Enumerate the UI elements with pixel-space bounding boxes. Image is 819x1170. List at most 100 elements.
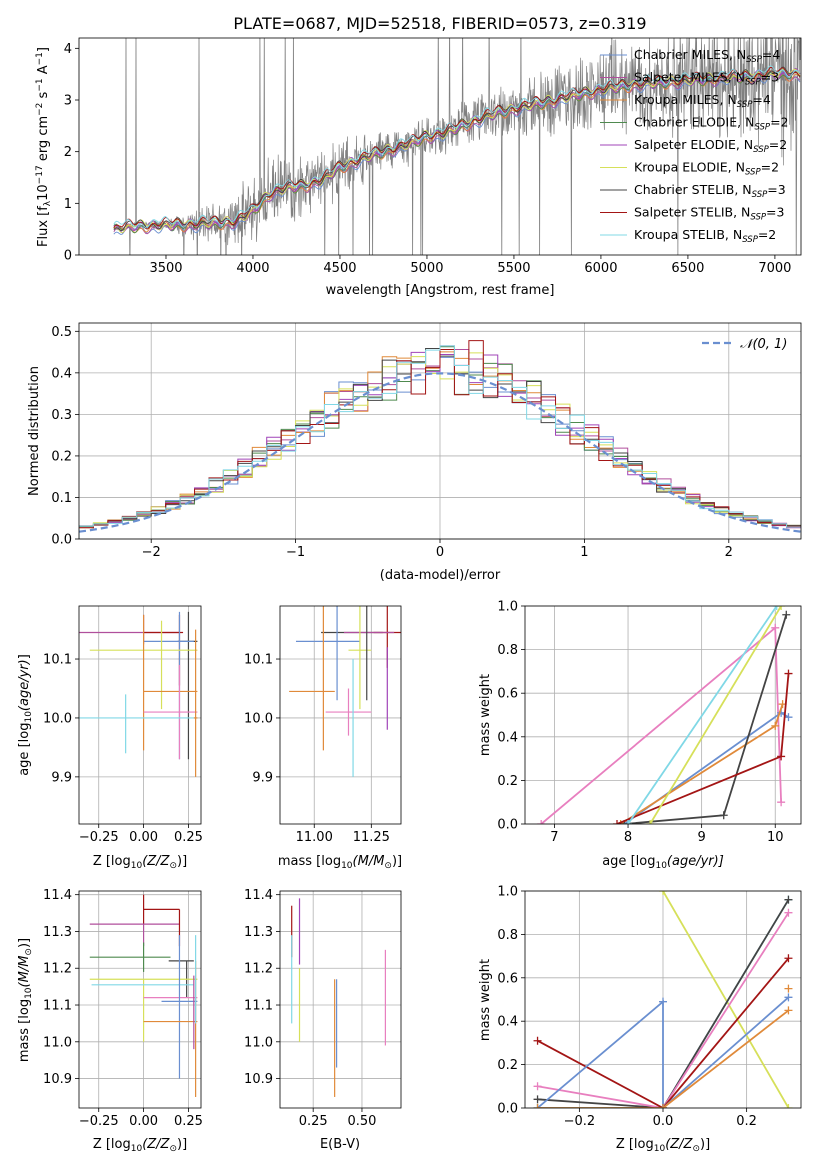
spectrum-model-line (113, 68, 801, 234)
plot-area (79, 340, 801, 539)
x-axis-label: (data-model)/error (380, 568, 501, 583)
weight-marker (533, 1036, 542, 1045)
y-tick-label: 11.4 (43, 888, 72, 903)
x-tick-label: −0.2 (564, 1114, 596, 1129)
weight-marker (659, 891, 667, 895)
weight-marker (784, 1006, 793, 1015)
y-tick-label: 0.6 (497, 687, 518, 702)
weight-marker (784, 669, 793, 678)
plot-area (533, 891, 793, 1108)
x-tick-label: 5500 (497, 261, 530, 276)
x-tick-label: 0.25 (299, 1114, 328, 1129)
weight-marker (784, 713, 793, 722)
legend-entry: Kroupa MILES, NSSP=4 (634, 92, 771, 110)
weight-marker (772, 606, 781, 610)
axes-z_weight: −0.2 0.0 0.2 0.0 0.2 0.4 0.6 0.8 1.0 Z [log10(Z/Z… (478, 885, 802, 1154)
weight-marker (784, 954, 793, 963)
spectrum-model-line (113, 65, 801, 229)
legend-entry: Salpeter STELIB, NSSP=3 (634, 205, 784, 223)
weight-marker (784, 984, 793, 993)
x-axis-label: Z [log10(Z/Z⊙)] (93, 854, 187, 871)
y-tick-label: 0.8 (497, 643, 518, 658)
plot-area (113, 38, 801, 255)
axes-z_age: −0.25 0.00 0.25 9.9 10.0 10.1 Z [log10(Z/Z⊙)] a… (17, 605, 203, 871)
x-tick-label: 8 (624, 830, 632, 845)
y-tick-label: 0.0 (497, 818, 518, 833)
x-tick-label: −0.25 (79, 1114, 119, 1129)
y-tick-label: 0.2 (497, 774, 518, 789)
weight-marker (777, 798, 786, 807)
x-tick-label: 0.50 (347, 1114, 376, 1129)
weight-marker (777, 752, 786, 761)
axes-spectrum: 3500 4000 4500 5000 5500 6000 6500 7000 0 1 2 3 4 Cha… (35, 37, 802, 298)
weight-series-line (537, 899, 790, 1108)
figure-title: PLATE=0687, MJD=52518, FIBERID=0573, z=0… (233, 14, 646, 33)
y-axis-label: mass weight (478, 674, 493, 756)
weight-marker (659, 1104, 667, 1108)
y-tick-label: 11.3 (244, 925, 273, 940)
x-tick-label: 9 (697, 830, 705, 845)
y-tick-label: 10.0 (244, 711, 273, 726)
x-tick-label: 0.25 (174, 1114, 203, 1129)
spectrum-model-line (113, 66, 801, 230)
y-tick-label: 0.1 (51, 491, 72, 506)
y-tick-label: 11.2 (43, 962, 72, 977)
y-tick-label: 11.3 (43, 925, 72, 940)
x-tick-label: 0.25 (174, 830, 203, 845)
weight-marker (616, 820, 625, 824)
weight-marker (784, 908, 793, 917)
x-tick-label: 10 (767, 830, 784, 845)
axes-frame (279, 890, 402, 1109)
x-tick-label: 4000 (236, 261, 269, 276)
y-tick-label: 10.1 (244, 653, 273, 668)
weight-series-line (537, 957, 790, 1108)
weight-marker (537, 820, 546, 824)
x-axis-label: mass [log10(M/M⊙)] (278, 854, 402, 871)
y-axis-label: mass [log10(M/M⊙)] (17, 938, 34, 1062)
y-tick-label: 10.0 (43, 711, 72, 726)
legend-entry: Salpeter MILES, NSSP=3 (634, 70, 779, 88)
y-tick-label: 11.4 (244, 888, 273, 903)
legend-entry: Kroupa STELIB, NSSP=2 (634, 227, 776, 245)
y-tick-label: 0.8 (497, 928, 518, 943)
y-tick-label: 0 (64, 249, 72, 264)
weight-marker (784, 993, 793, 1002)
weight-marker (784, 1104, 793, 1108)
y-tick-label: 10.1 (43, 653, 72, 668)
legend-entry: Chabrier MILES, NSSP=4 (634, 47, 780, 65)
x-tick-label: 2 (725, 545, 733, 560)
y-tick-label: 0.0 (51, 533, 72, 548)
y-tick-label: 10.9 (43, 1072, 72, 1087)
y-tick-label: 0.4 (51, 366, 72, 381)
legend-entry: Chabrier ELODIE, NSSP=2 (634, 115, 789, 133)
y-tick-label: 0.5 (51, 325, 72, 340)
plot-area (537, 606, 793, 824)
x-tick-label: 4500 (323, 261, 356, 276)
y-tick-label: 1 (64, 197, 72, 212)
y-axis-label: mass weight (478, 959, 493, 1041)
x-axis-label: wavelength [Angstrom, rest frame] (326, 283, 555, 298)
weight-marker (533, 1104, 542, 1108)
y-tick-label: 0.4 (497, 1015, 518, 1030)
plot-area (89, 894, 198, 1097)
plot-area (289, 606, 401, 777)
weight-series-line (649, 606, 782, 824)
weight-marker (533, 1095, 542, 1104)
y-tick-label: 0.3 (51, 408, 72, 423)
weight-marker (771, 623, 780, 632)
weight-series-line (537, 912, 790, 1108)
x-tick-label: −0.25 (79, 830, 119, 845)
weight-marker (771, 721, 780, 730)
legend-entry: Kroupa ELODIE, NSSP=2 (634, 160, 779, 178)
axes-frame (279, 605, 402, 825)
weight-marker (782, 610, 791, 619)
axes-age_weight: 7 8 9 10 0.0 0.2 0.4 0.6 0.8 1.0 age [log10(age/yr… (478, 600, 802, 871)
y-tick-label: 2 (64, 145, 72, 160)
histogram-legend: 𝒩(0, 1) (702, 337, 787, 352)
axes-residuals: −2 −1 0 1 2 0.0 0.1 0.2 0.3 0.4 0.5 𝒩(0, 1) (data-mo… (27, 322, 802, 583)
x-tick-label: 7 (550, 830, 558, 845)
axes-ebv_mass: 0.25 0.50 10.9 11.0 11.1 11.2 11.3 11.4 E(B-V) (244, 888, 402, 1152)
weight-marker (784, 895, 793, 904)
weight-marker (777, 606, 786, 610)
weight-series-line (537, 1009, 790, 1108)
